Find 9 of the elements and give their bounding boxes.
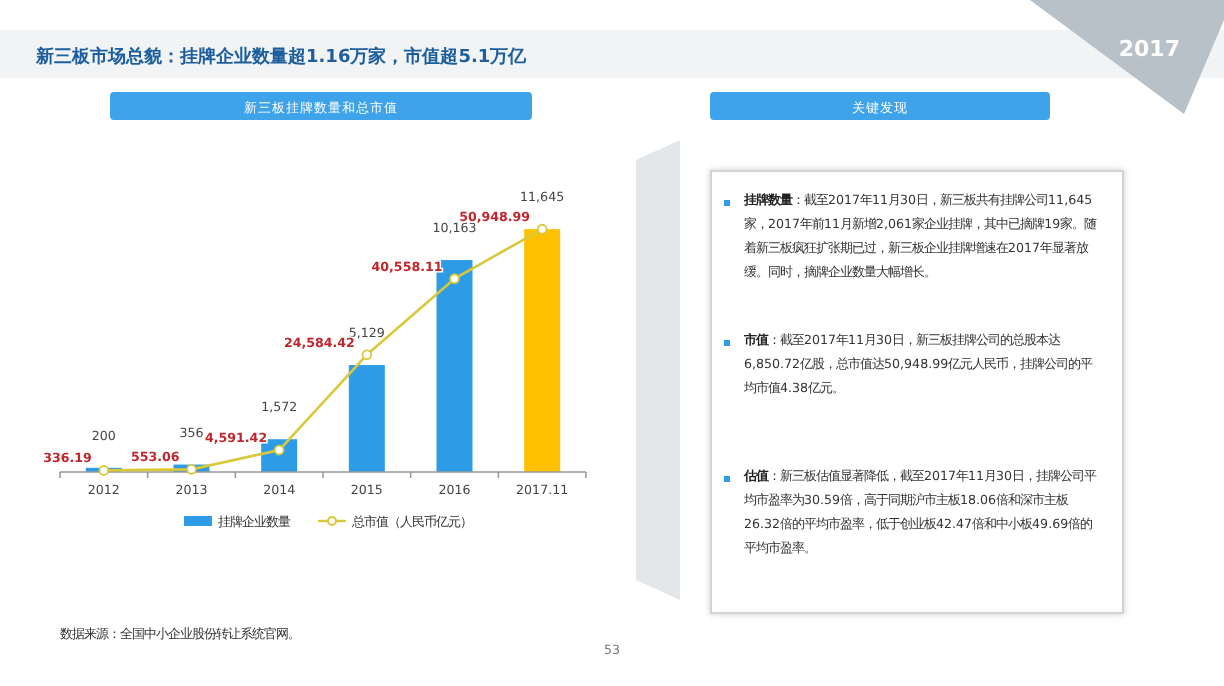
point (449, 273, 460, 284)
point (186, 464, 197, 475)
text: 2017 (1118, 36, 1180, 62)
point (98, 465, 110, 476)
chart-title: 新三板市场总貌：挂牌企业数量超1.16万家，市值超5.1万亿 (34, 46, 529, 68)
bar (348, 365, 385, 472)
point (361, 349, 373, 361)
bar (524, 229, 561, 472)
point (536, 223, 548, 235)
